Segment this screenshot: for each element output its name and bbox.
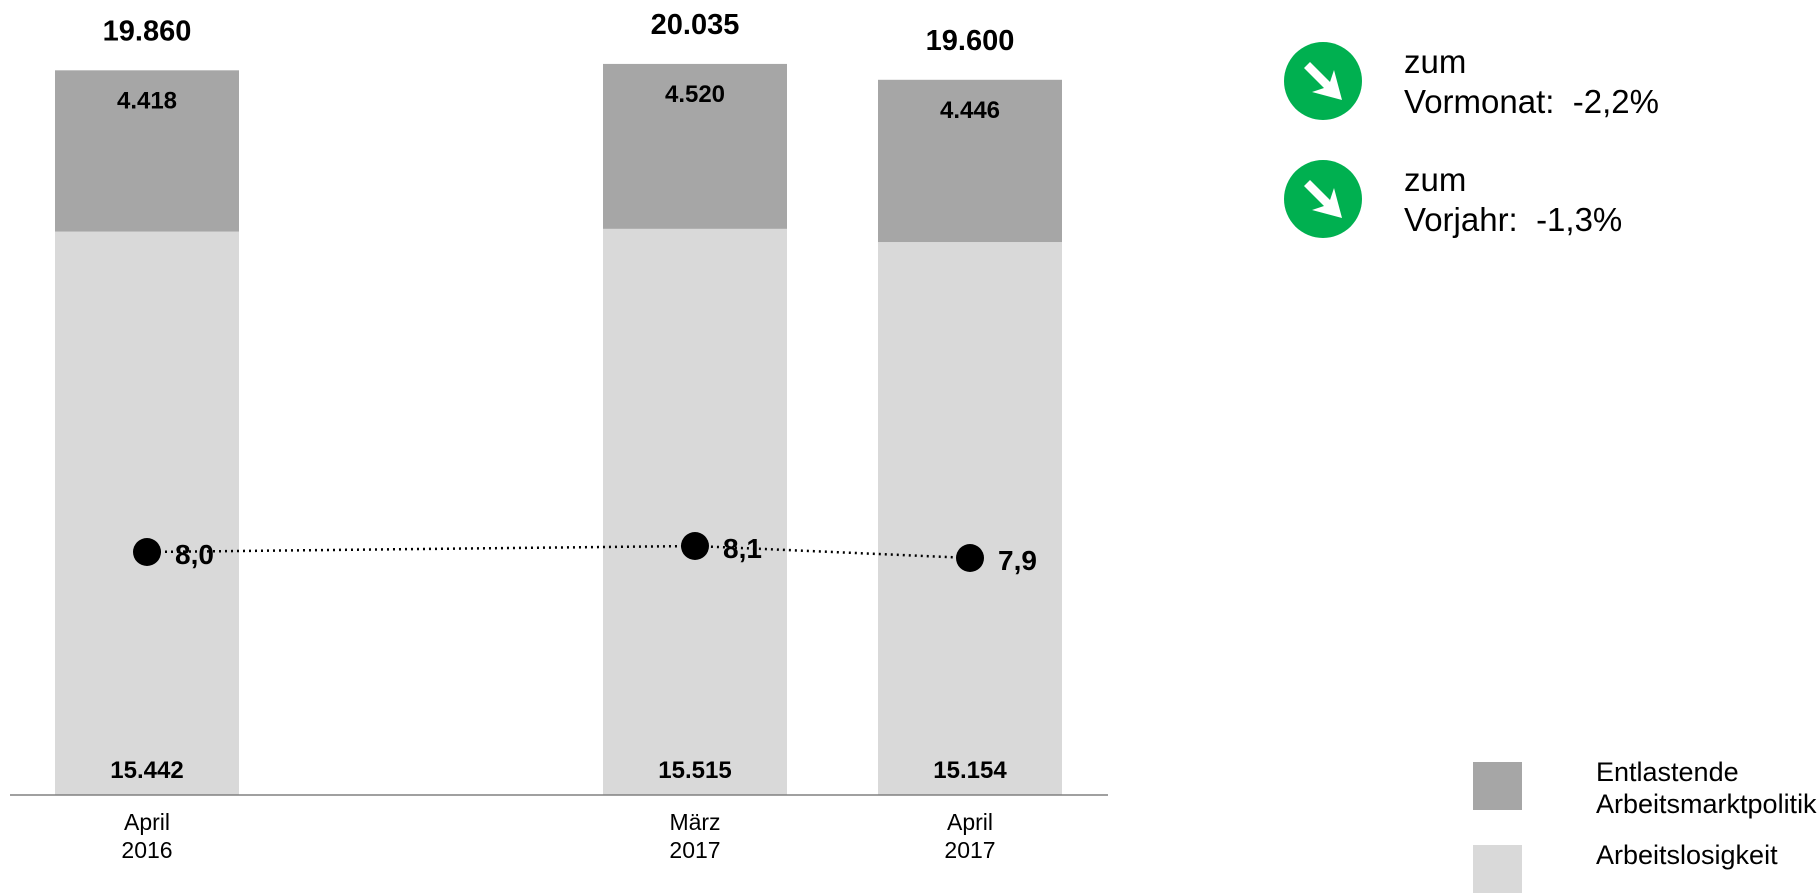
bar-label-arbeitslosigkeit-1: 15.515 [658, 757, 731, 784]
bar-total-label-1: 20.035 [651, 9, 740, 41]
rate-label-1: 8,1 [723, 533, 762, 564]
bar-label-arbeitslosigkeit-2: 15.154 [933, 757, 1007, 784]
legend-label-entlastende: Entlastende Arbeitsmarktpolitik [1596, 757, 1817, 819]
legend-label-arbeitslosigkeit: Arbeitslosigkeit [1596, 840, 1778, 870]
bar-label-entlastende-0: 4.418 [117, 87, 177, 114]
legend-item-arbeitslosigkeit: Arbeitslosigkeit [1473, 840, 1778, 893]
bar-total-label-0: 19.860 [103, 15, 192, 47]
bar-label-arbeitslosigkeit-0: 15.442 [110, 757, 183, 784]
change-vormonat-line2: Vormonat: -2,2% [1404, 83, 1659, 120]
rate-point-0 [133, 538, 161, 566]
bar-entlastende-2 [878, 79, 1062, 243]
bar-entlastende-1 [603, 63, 787, 229]
x-tick-label-0-0: April [124, 809, 170, 835]
legend-swatch-entlastende [1473, 762, 1522, 810]
bar-arbeitslosigkeit-1 [603, 228, 787, 795]
change-vorjahr-line2: Vorjahr: -1,3% [1404, 201, 1623, 238]
rate-label-2: 7,9 [998, 545, 1037, 576]
change-vorjahr-line1: zum [1404, 161, 1467, 198]
change-vormonat: zum Vormonat: -2,2% [1284, 42, 1659, 122]
x-tick-label-1-0: März [669, 809, 720, 835]
arrow-down-right-icon [1284, 42, 1362, 120]
rate-label-0: 8,0 [175, 539, 214, 570]
x-tick-label-2-0: April [947, 809, 993, 835]
change-vormonat-line1: zum [1404, 43, 1467, 80]
x-tick-label-2-1: 2017 [944, 837, 995, 863]
x-tick-label-0-1: 2016 [121, 837, 172, 863]
bar-total-label-2: 19.600 [926, 25, 1015, 57]
arrow-down-right-icon [1284, 160, 1362, 238]
bar-label-entlastende-2: 4.446 [940, 97, 1000, 124]
rate-point-1 [681, 532, 709, 560]
legend-item-entlastende: Entlastende Arbeitsmarktpolitik [1473, 757, 1817, 820]
change-vorjahr: zum Vorjahr: -1,3% [1284, 160, 1622, 240]
legend-swatch-arbeitslosigkeit [1473, 845, 1522, 893]
bar-entlastende-0 [55, 70, 239, 232]
rate-line [146, 544, 971, 560]
bar-label-entlastende-1: 4.520 [665, 81, 725, 108]
x-tick-label-1-1: 2017 [669, 837, 720, 863]
bar-arbeitslosigkeit-2 [878, 242, 1062, 796]
rate-point-2 [956, 544, 984, 572]
bar-arbeitslosigkeit-0 [55, 231, 239, 795]
